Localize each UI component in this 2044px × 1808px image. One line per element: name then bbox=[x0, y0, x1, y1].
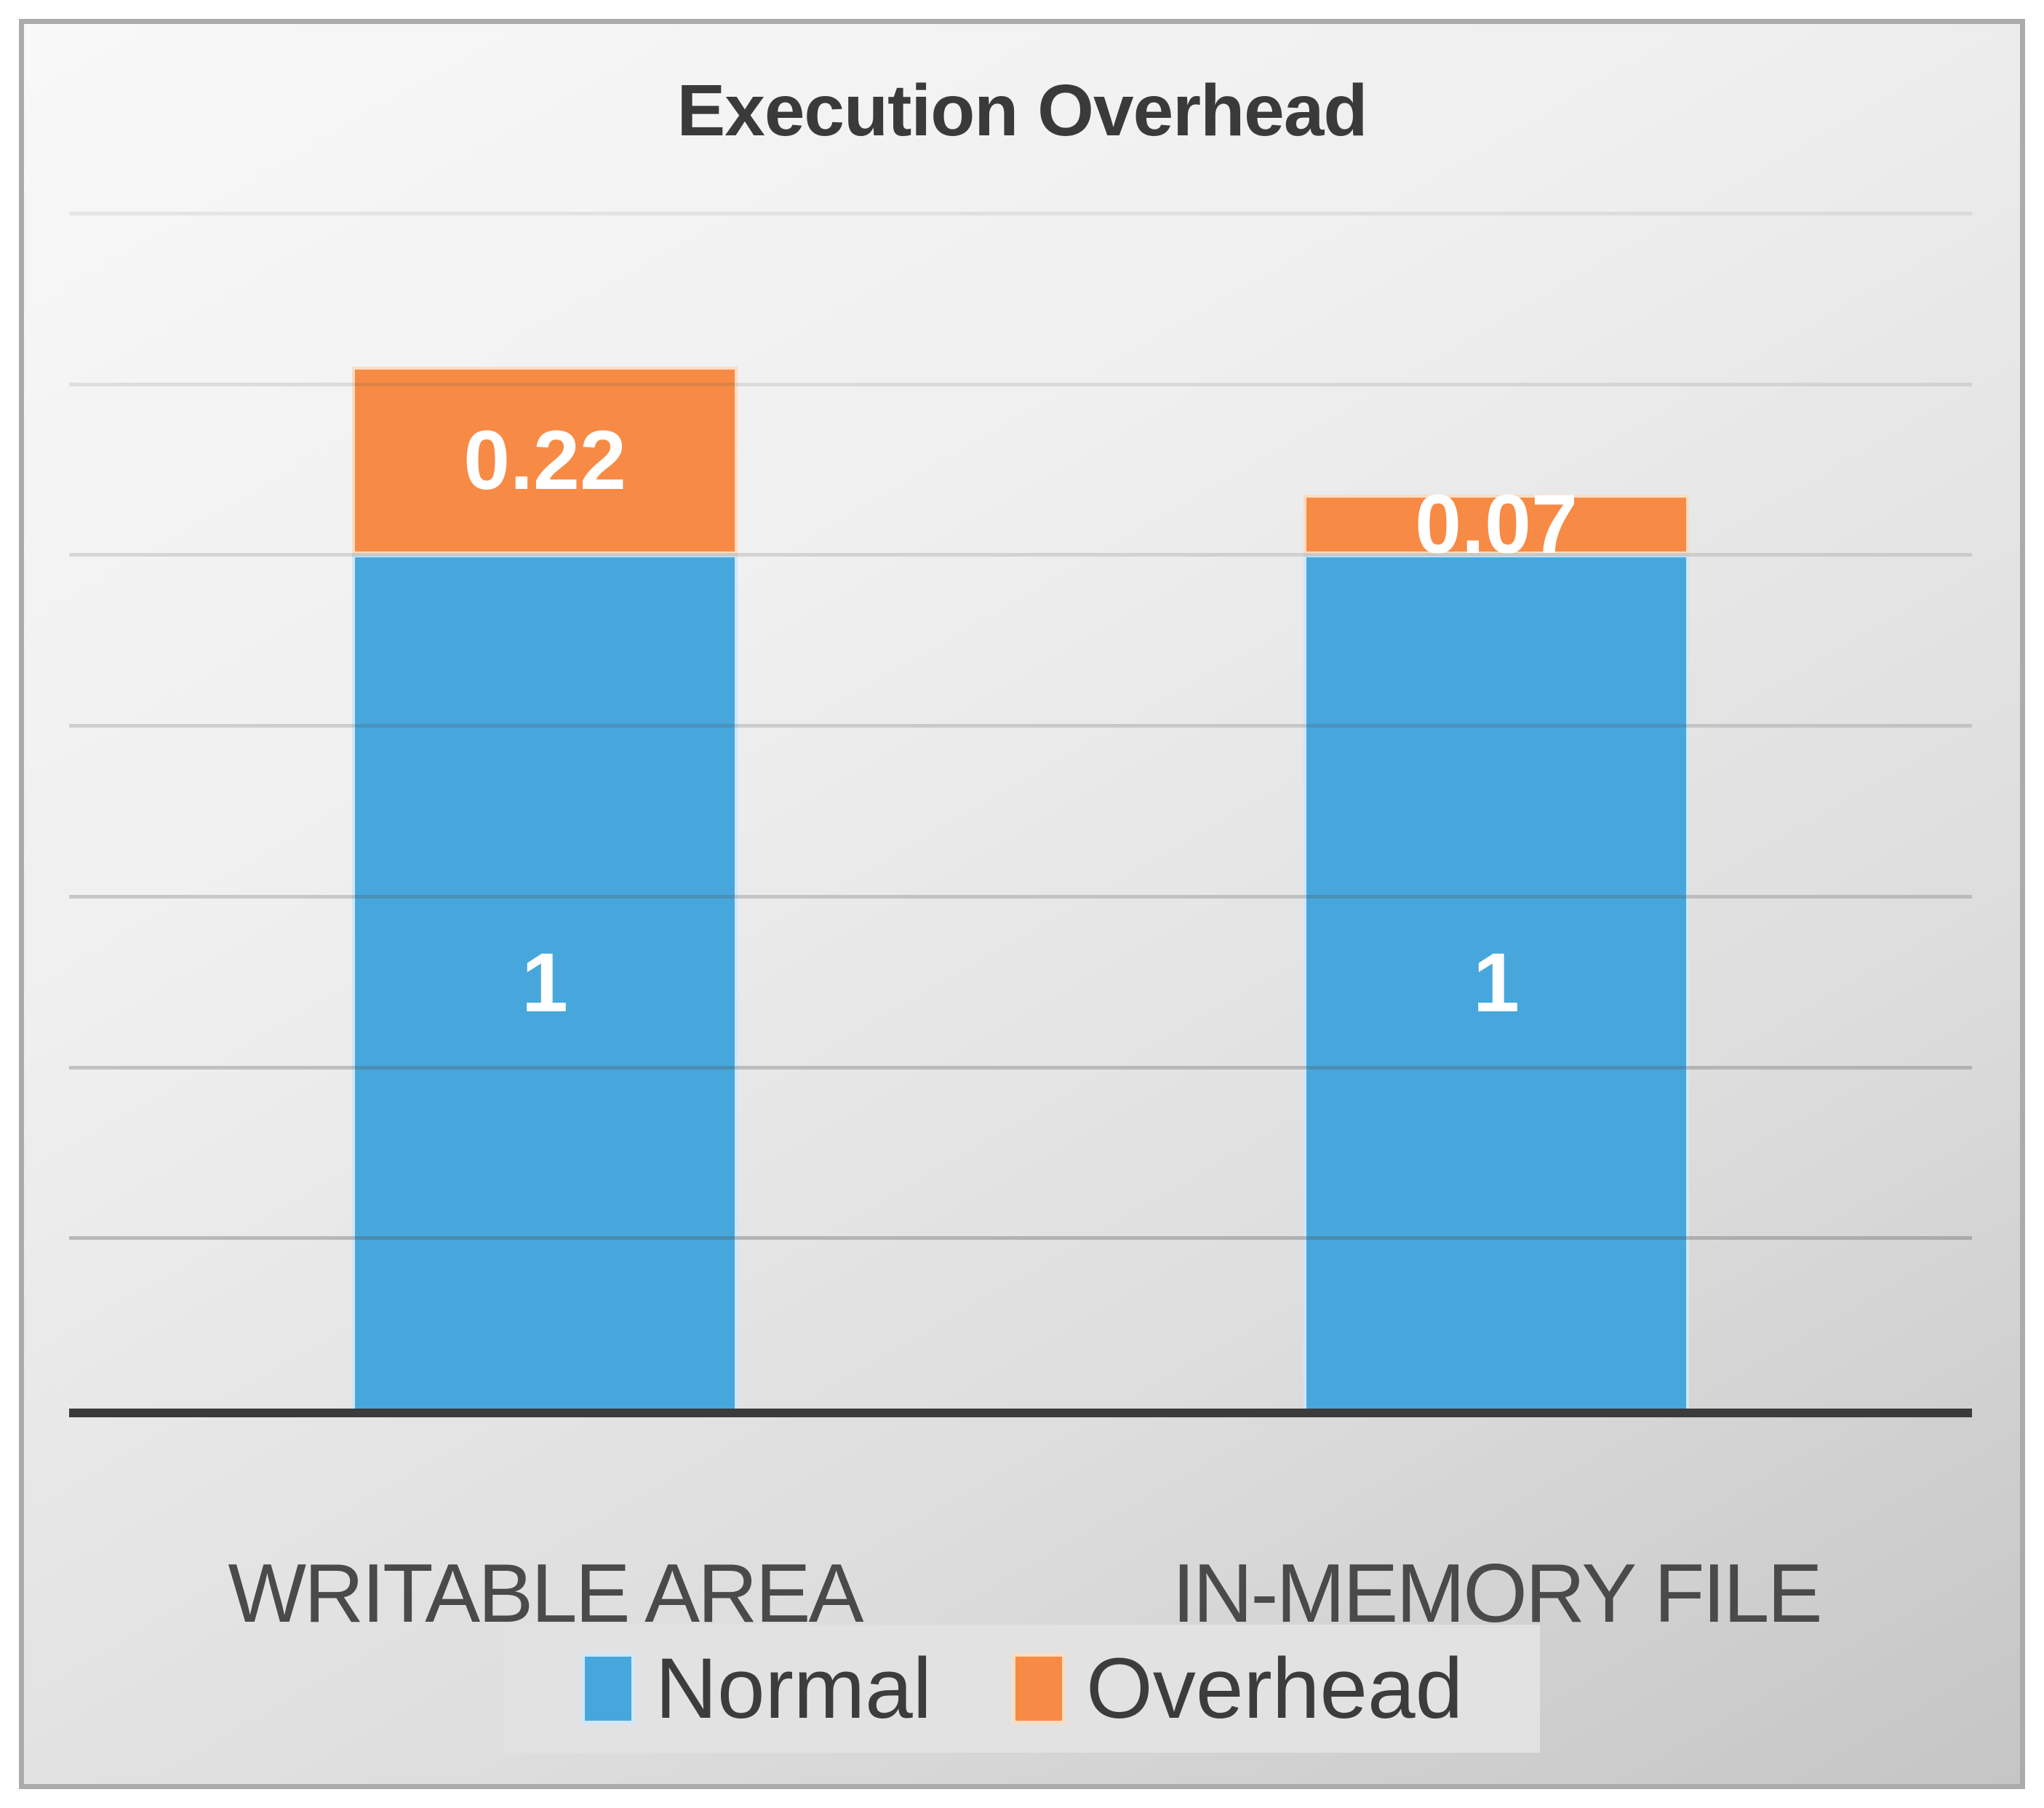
gridline bbox=[69, 724, 1972, 728]
legend-swatch-normal bbox=[580, 1653, 635, 1724]
legend-swatch-overhead bbox=[1012, 1653, 1066, 1724]
gridline bbox=[69, 212, 1972, 215]
legend: Normal Overhead bbox=[504, 1625, 1540, 1753]
gridline bbox=[69, 1236, 1972, 1240]
gridline bbox=[69, 553, 1972, 557]
plot-area: 1 0.22 1 0.07 bbox=[69, 212, 1972, 1417]
gridline bbox=[69, 894, 1972, 899]
x-axis-line bbox=[69, 1409, 1972, 1417]
category-label: IN-MEMORY FILE bbox=[1172, 1548, 1822, 1640]
stacked-bar-writable-area: 1 0.22 bbox=[352, 367, 738, 1409]
data-label: 0.07 bbox=[1415, 477, 1578, 571]
category-label: WRITABLE AREA bbox=[228, 1548, 863, 1640]
data-label: 0.22 bbox=[463, 413, 626, 507]
data-label: 1 bbox=[1473, 936, 1520, 1030]
legend-item-normal: Normal bbox=[580, 1641, 933, 1737]
gridline bbox=[69, 382, 1972, 386]
chart-frame: Execution Overhead 1 0.22 1 0.07 Normal Over… bbox=[19, 19, 2025, 1789]
legend-item-overhead: Overhead bbox=[1012, 1646, 1463, 1732]
bar-segment-normal: 1 bbox=[352, 554, 738, 1409]
chart-title: Execution Overhead bbox=[676, 70, 1368, 151]
bar-segment-normal: 1 bbox=[1304, 554, 1689, 1409]
bar-segment-overhead: 0.22 bbox=[352, 367, 738, 555]
bar-segment-overhead: 0.07 bbox=[1304, 482, 1689, 566]
legend-label: Overhead bbox=[1086, 1641, 1464, 1737]
stacked-bar-in-memory-file: 1 0.07 bbox=[1304, 482, 1689, 1409]
legend-label: Normal bbox=[655, 1641, 933, 1737]
data-label: 1 bbox=[522, 936, 568, 1030]
gridline bbox=[69, 1065, 1972, 1070]
